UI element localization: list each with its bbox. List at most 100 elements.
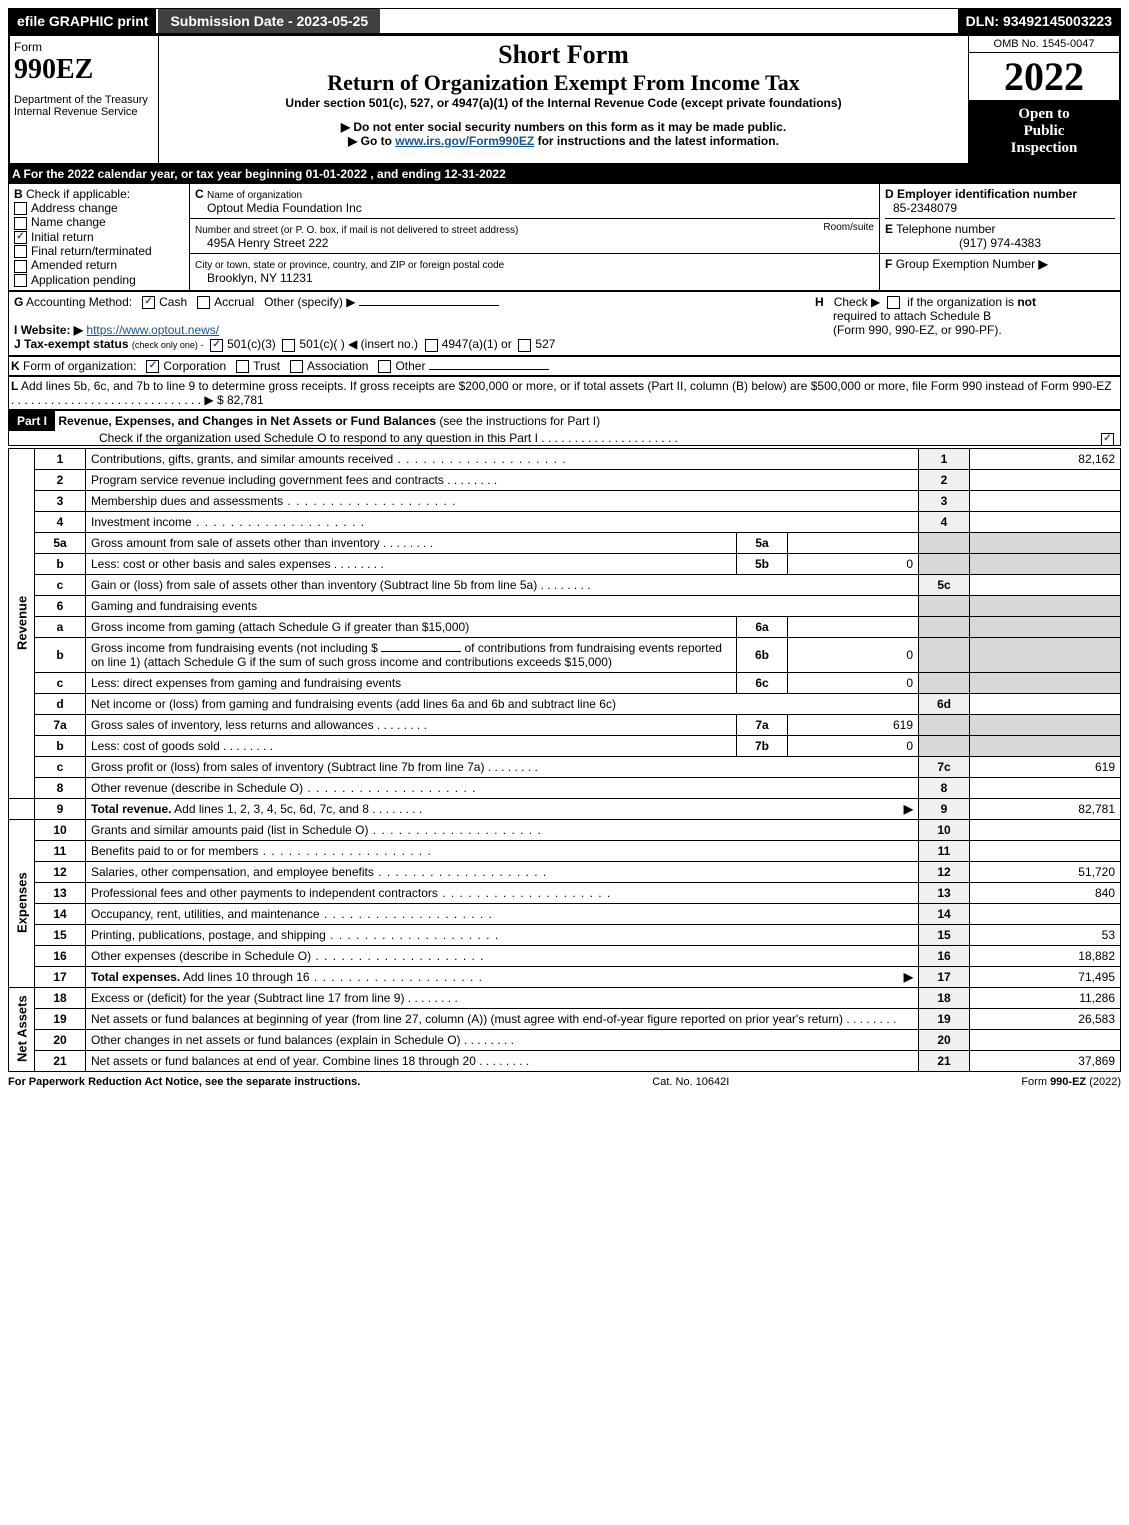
line-2-col: 2 bbox=[919, 469, 970, 490]
submission-date: Submission Date - 2023-05-25 bbox=[156, 9, 380, 33]
line-6b-sub: 6b bbox=[737, 637, 788, 672]
open-line1: Open to bbox=[975, 106, 1113, 123]
line-5b-text: Less: cost or other basis and sales expe… bbox=[91, 557, 384, 571]
other-specify-input[interactable] bbox=[359, 305, 499, 306]
revenue-vertical-label: Revenue bbox=[9, 448, 35, 798]
line-18-text: Excess or (deficit) for the year (Subtra… bbox=[91, 991, 458, 1005]
line-10-text: Grants and similar amounts paid (list in… bbox=[91, 823, 542, 837]
4947-checkbox[interactable] bbox=[425, 339, 438, 352]
section-g-h: G Accounting Method: Cash Accrual Other … bbox=[8, 291, 1121, 356]
line-8-col: 8 bbox=[919, 777, 970, 798]
line-11-val bbox=[970, 840, 1121, 861]
part-1-badge: Part I bbox=[9, 411, 55, 431]
arrow-icon: ▶ bbox=[904, 970, 913, 984]
line-6-text: Gaming and fundraising events bbox=[86, 595, 919, 616]
irs-link[interactable]: www.irs.gov/Form990EZ bbox=[395, 134, 534, 148]
line-20-num: 20 bbox=[35, 1029, 86, 1050]
501c-checkbox[interactable] bbox=[282, 339, 295, 352]
contributions-blank[interactable] bbox=[381, 651, 461, 652]
line-14-text: Occupancy, rent, utilities, and maintena… bbox=[91, 907, 493, 921]
line-3-num: 3 bbox=[35, 490, 86, 511]
line-9-val: 82,781 bbox=[970, 798, 1121, 819]
website-link[interactable]: https://www.optout.news/ bbox=[86, 323, 219, 337]
check-arrow: Check ▶ bbox=[834, 295, 881, 309]
other-org-input[interactable] bbox=[429, 369, 549, 370]
line-19-val: 26,583 bbox=[970, 1008, 1121, 1029]
line-6c-text: Less: direct expenses from gaming and fu… bbox=[86, 672, 737, 693]
initial-return-label: Initial return bbox=[31, 230, 94, 244]
amended-return-label: Amended return bbox=[31, 258, 117, 272]
501c3-label: 501(c)(3) bbox=[227, 337, 276, 351]
spacer bbox=[9, 798, 35, 819]
line-6d-text: Net income or (loss) from gaming and fun… bbox=[86, 693, 919, 714]
goto-suffix: for instructions and the latest informat… bbox=[538, 134, 779, 148]
amended-return-checkbox[interactable] bbox=[14, 260, 27, 273]
line-12-val: 51,720 bbox=[970, 861, 1121, 882]
top-bar: efile GRAPHIC print Submission Date - 20… bbox=[8, 8, 1121, 34]
cash-checkbox[interactable] bbox=[142, 296, 155, 309]
section-k: K Form of organization: Corporation Trus… bbox=[8, 356, 1121, 376]
shade-cell bbox=[970, 553, 1121, 574]
line-6a-subval bbox=[788, 616, 919, 637]
year-cell: OMB No. 1545-0047 2022 Open to Public In… bbox=[969, 35, 1121, 164]
line-5c-val bbox=[970, 574, 1121, 595]
final-return-checkbox[interactable] bbox=[14, 245, 27, 258]
line-11-col: 11 bbox=[919, 840, 970, 861]
application-pending-label: Application pending bbox=[31, 273, 136, 287]
association-checkbox[interactable] bbox=[290, 360, 303, 373]
line-3-val bbox=[970, 490, 1121, 511]
shade-cell bbox=[919, 637, 970, 672]
line-1-val: 82,162 bbox=[970, 448, 1121, 469]
part-1-header-row: Part I Revenue, Expenses, and Changes in… bbox=[8, 410, 1121, 446]
section-c-address: Number and street (or P. O. box, if mail… bbox=[190, 219, 880, 254]
501c3-checkbox[interactable] bbox=[210, 339, 223, 352]
association-label: Association bbox=[307, 359, 368, 373]
name-of-org-label: Name of organization bbox=[207, 190, 302, 201]
schedule-b-checkbox[interactable] bbox=[887, 296, 900, 309]
line-5c-col: 5c bbox=[919, 574, 970, 595]
corporation-label: Corporation bbox=[163, 359, 226, 373]
top-left-group: efile GRAPHIC print Submission Date - 20… bbox=[9, 9, 380, 33]
section-c-label: C bbox=[195, 187, 204, 201]
efile-print-button[interactable]: efile GRAPHIC print bbox=[9, 9, 156, 33]
initial-return-checkbox[interactable] bbox=[14, 231, 27, 244]
line-6b-subval: 0 bbox=[788, 637, 919, 672]
part-1-check-text: Check if the organization used Schedule … bbox=[9, 431, 538, 445]
form-number: 990EZ bbox=[14, 54, 154, 86]
line-15-val: 53 bbox=[970, 924, 1121, 945]
line-7a-subval: 619 bbox=[788, 714, 919, 735]
tax-exempt-label: Tax-exempt status bbox=[24, 337, 128, 351]
corporation-checkbox[interactable] bbox=[146, 360, 159, 373]
line-4-text: Investment income bbox=[91, 515, 365, 529]
form-id-cell: Form 990EZ Department of the Treasury In… bbox=[9, 35, 159, 164]
line-1-text: Contributions, gifts, grants, and simila… bbox=[91, 452, 567, 466]
line-6b-text: Gross income from fundraising events (no… bbox=[86, 637, 737, 672]
name-change-checkbox[interactable] bbox=[14, 217, 27, 230]
schedule-o-checkbox[interactable] bbox=[1101, 433, 1114, 446]
shade-cell bbox=[919, 616, 970, 637]
line-20-val bbox=[970, 1029, 1121, 1050]
accrual-checkbox[interactable] bbox=[197, 296, 210, 309]
line-19-col: 19 bbox=[919, 1008, 970, 1029]
line-19-text: Net assets or fund balances at beginning… bbox=[91, 1012, 896, 1026]
section-h: H Check ▶ if the organization is not req… bbox=[810, 291, 1121, 355]
address-change-checkbox[interactable] bbox=[14, 202, 27, 215]
ein-value: 85-2348079 bbox=[885, 201, 957, 215]
street-value: 495A Henry Street 222 bbox=[195, 236, 328, 250]
line-5a-sub: 5a bbox=[737, 532, 788, 553]
other-org-checkbox[interactable] bbox=[378, 360, 391, 373]
group-exemption-label: Group Exemption Number bbox=[896, 257, 1035, 271]
527-checkbox[interactable] bbox=[518, 339, 531, 352]
omb-number: OMB No. 1545-0047 bbox=[969, 36, 1119, 53]
ein-label: Employer identification number bbox=[897, 187, 1077, 201]
accrual-label: Accrual bbox=[214, 295, 254, 309]
line-4-col: 4 bbox=[919, 511, 970, 532]
tax-year: 2022 bbox=[969, 53, 1119, 100]
shade-cell bbox=[970, 672, 1121, 693]
line-16-num: 16 bbox=[35, 945, 86, 966]
section-k-label: K bbox=[11, 359, 20, 373]
section-i-label: I bbox=[14, 323, 17, 337]
trust-checkbox[interactable] bbox=[236, 360, 249, 373]
line-5c-num: c bbox=[35, 574, 86, 595]
application-pending-checkbox[interactable] bbox=[14, 274, 27, 287]
